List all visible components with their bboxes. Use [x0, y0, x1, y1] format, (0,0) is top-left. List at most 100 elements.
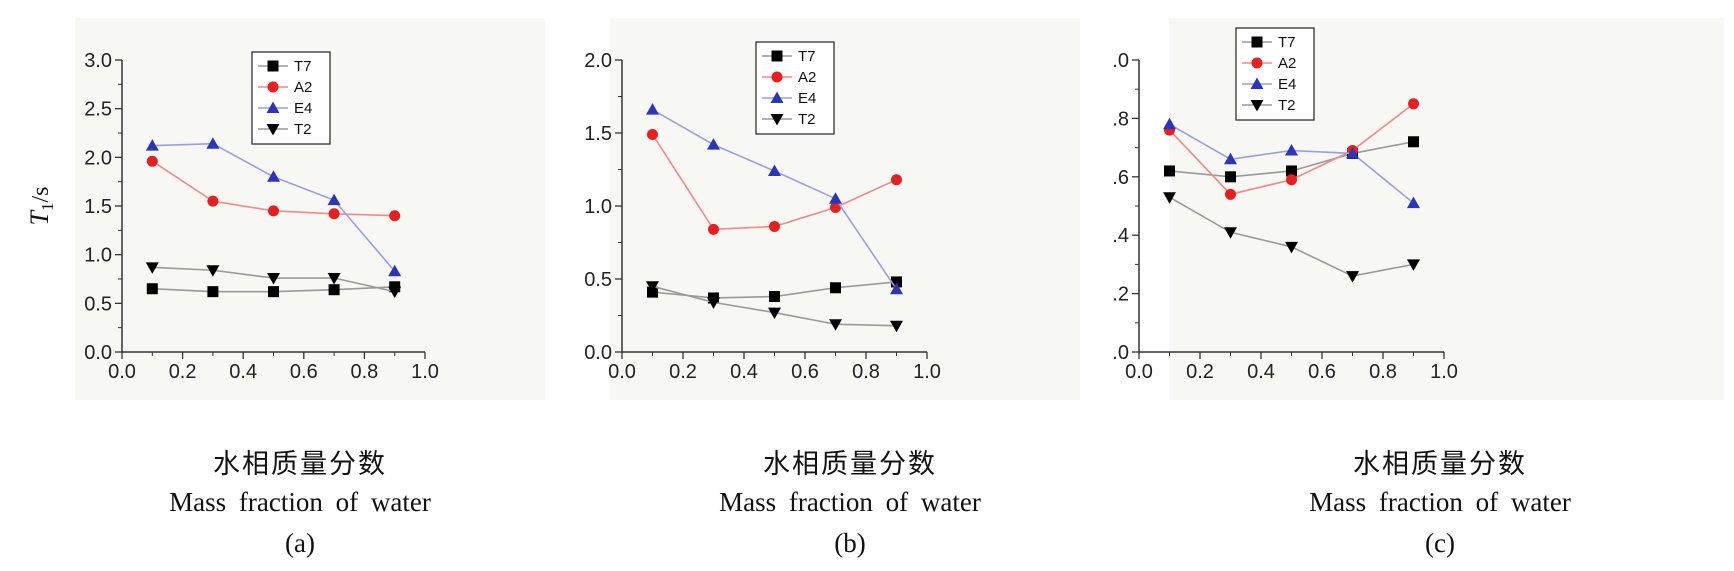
- data-point-E4: [1163, 117, 1176, 130]
- data-point-T7: [1225, 171, 1236, 183]
- x-tick-label: 0.2: [669, 361, 697, 383]
- x-tick-label: 0.0: [608, 361, 636, 383]
- legend: T7 A2 E4 T2: [755, 41, 835, 135]
- caption-en-b: Mass fraction of water: [719, 487, 981, 517]
- data-point-A2: [830, 201, 841, 213]
- data-point-E4: [1285, 144, 1298, 156]
- x-tick-label: 1.0: [411, 361, 439, 383]
- legend-marker-E4: [770, 91, 784, 103]
- y-tick-label: 1.0: [584, 196, 612, 218]
- legend-marker-A2: [771, 71, 783, 83]
- panel-label-b: (b): [834, 528, 866, 558]
- data-point-T7: [207, 286, 219, 298]
- y-tick-label: 0.2: [1114, 284, 1129, 306]
- legend-marker-T2: [266, 124, 280, 136]
- y-tick-label: 0.4: [1114, 225, 1129, 247]
- y-tick-label: 2.0: [84, 147, 112, 169]
- data-point-E4: [388, 264, 402, 277]
- data-point-A2: [1408, 98, 1419, 110]
- x-tick-label: 0.8: [852, 361, 880, 383]
- data-point-T7: [1286, 165, 1297, 177]
- legend-label-T2: T2: [294, 121, 312, 138]
- data-point-A2: [328, 208, 340, 220]
- x-tick-label: 0.6: [791, 361, 819, 383]
- x-tick-label: 0.6: [1308, 361, 1336, 383]
- data-point-E4: [1224, 152, 1237, 165]
- series-T2: [646, 281, 903, 333]
- y-tick-label: 1.0: [1114, 50, 1129, 72]
- data-point-T2: [145, 262, 159, 274]
- data-point-E4: [145, 139, 159, 151]
- legend-marker-T2: [770, 114, 784, 126]
- y-tick-label: 1.5: [584, 123, 612, 145]
- data-point-A2: [1286, 174, 1297, 186]
- x-tick-label: 1.0: [913, 361, 941, 383]
- legend-marker-E4: [1250, 77, 1264, 89]
- legend-label-E4: E4: [294, 100, 312, 117]
- caption-cn-c: 水相质量分数: [1353, 449, 1527, 480]
- legend-label-T7: T7: [1278, 34, 1296, 51]
- data-point-T7: [769, 291, 780, 303]
- legend-label-A2: A2: [294, 79, 312, 96]
- y-axis-label: T2/s: [560, 187, 561, 226]
- x-tick-label: 0.2: [1186, 361, 1214, 383]
- legend-marker-T7: [771, 50, 783, 62]
- data-point-T7: [328, 284, 340, 296]
- plot-background: [610, 18, 1080, 400]
- legend-label-A2: A2: [798, 69, 816, 86]
- y-tick-label: 0.0: [1114, 342, 1129, 364]
- chart-panel-b: 0.0 0.2 0.4 0.6 0.8 1.0 0.0 0.5 1.0 1.5 2.0 T2/s T7 A…: [560, 18, 1080, 400]
- legend-marker-A2: [267, 81, 279, 93]
- series-T2: [1163, 192, 1420, 283]
- x-tick-label: 0.0: [1125, 361, 1153, 383]
- data-point-T2: [829, 319, 842, 331]
- x-tick-label: 1.0: [1430, 361, 1458, 383]
- legend: T7 A2 E4 T2: [251, 51, 331, 145]
- caption-cn-b: 水相质量分数: [763, 449, 937, 480]
- data-point-A2: [647, 128, 658, 140]
- x-tick-label: 0.4: [1247, 361, 1275, 383]
- y-axis-label: T1/s: [25, 187, 57, 226]
- legend-marker-A2: [1251, 57, 1263, 69]
- y-tick-label: 0.0: [84, 342, 112, 364]
- data-point-T2: [327, 273, 341, 285]
- data-point-T7: [1408, 136, 1419, 148]
- data-point-A2: [268, 205, 279, 217]
- data-point-E4: [1407, 196, 1420, 209]
- caption-en-a: Mass fraction of water: [169, 487, 431, 517]
- y-tick-label: 0.5: [584, 269, 612, 291]
- data-point-A2: [389, 210, 401, 222]
- legend-label-T2: T2: [798, 111, 816, 128]
- series-A2: [1164, 98, 1419, 200]
- y-tick-label: 1.5: [84, 196, 112, 218]
- x-tick-label: 0.2: [169, 361, 197, 383]
- data-point-E4: [707, 138, 720, 150]
- x-tick-label: 0.4: [730, 361, 758, 383]
- data-point-T2: [1407, 259, 1420, 271]
- data-point-E4: [327, 193, 341, 206]
- data-point-E4: [829, 192, 842, 204]
- data-point-T7: [1164, 165, 1175, 177]
- data-point-T2: [388, 286, 402, 299]
- series-A2: [647, 128, 902, 235]
- caption-en-c: Mass fraction of water: [1309, 487, 1571, 517]
- series-E4: [646, 103, 903, 295]
- legend-label-T7: T7: [798, 48, 816, 65]
- legend-marker-T7: [267, 60, 279, 72]
- data-point-T2: [707, 297, 720, 309]
- x-tick-label: 0.0: [108, 361, 136, 383]
- series-T2: [145, 262, 402, 299]
- legend-marker-T7: [1251, 36, 1263, 48]
- x-tick-label: 0.4: [229, 361, 257, 383]
- data-point-A2: [891, 174, 902, 186]
- data-point-A2: [708, 223, 719, 235]
- legend-label-E4: E4: [1278, 76, 1296, 93]
- legend-marker-E4: [266, 101, 280, 113]
- data-point-E4: [768, 164, 781, 176]
- data-point-T2: [1224, 227, 1237, 239]
- legend-label-A2: A2: [1278, 55, 1296, 72]
- chart-panel-a: 0.0 0.2 0.4 0.6 0.8 1.0 0.0 0.5 1.0 1.5 2.0 2.5 3.0 T…: [25, 18, 545, 400]
- y-tick-label: 3.0: [84, 50, 112, 72]
- data-point-A2: [1225, 188, 1236, 200]
